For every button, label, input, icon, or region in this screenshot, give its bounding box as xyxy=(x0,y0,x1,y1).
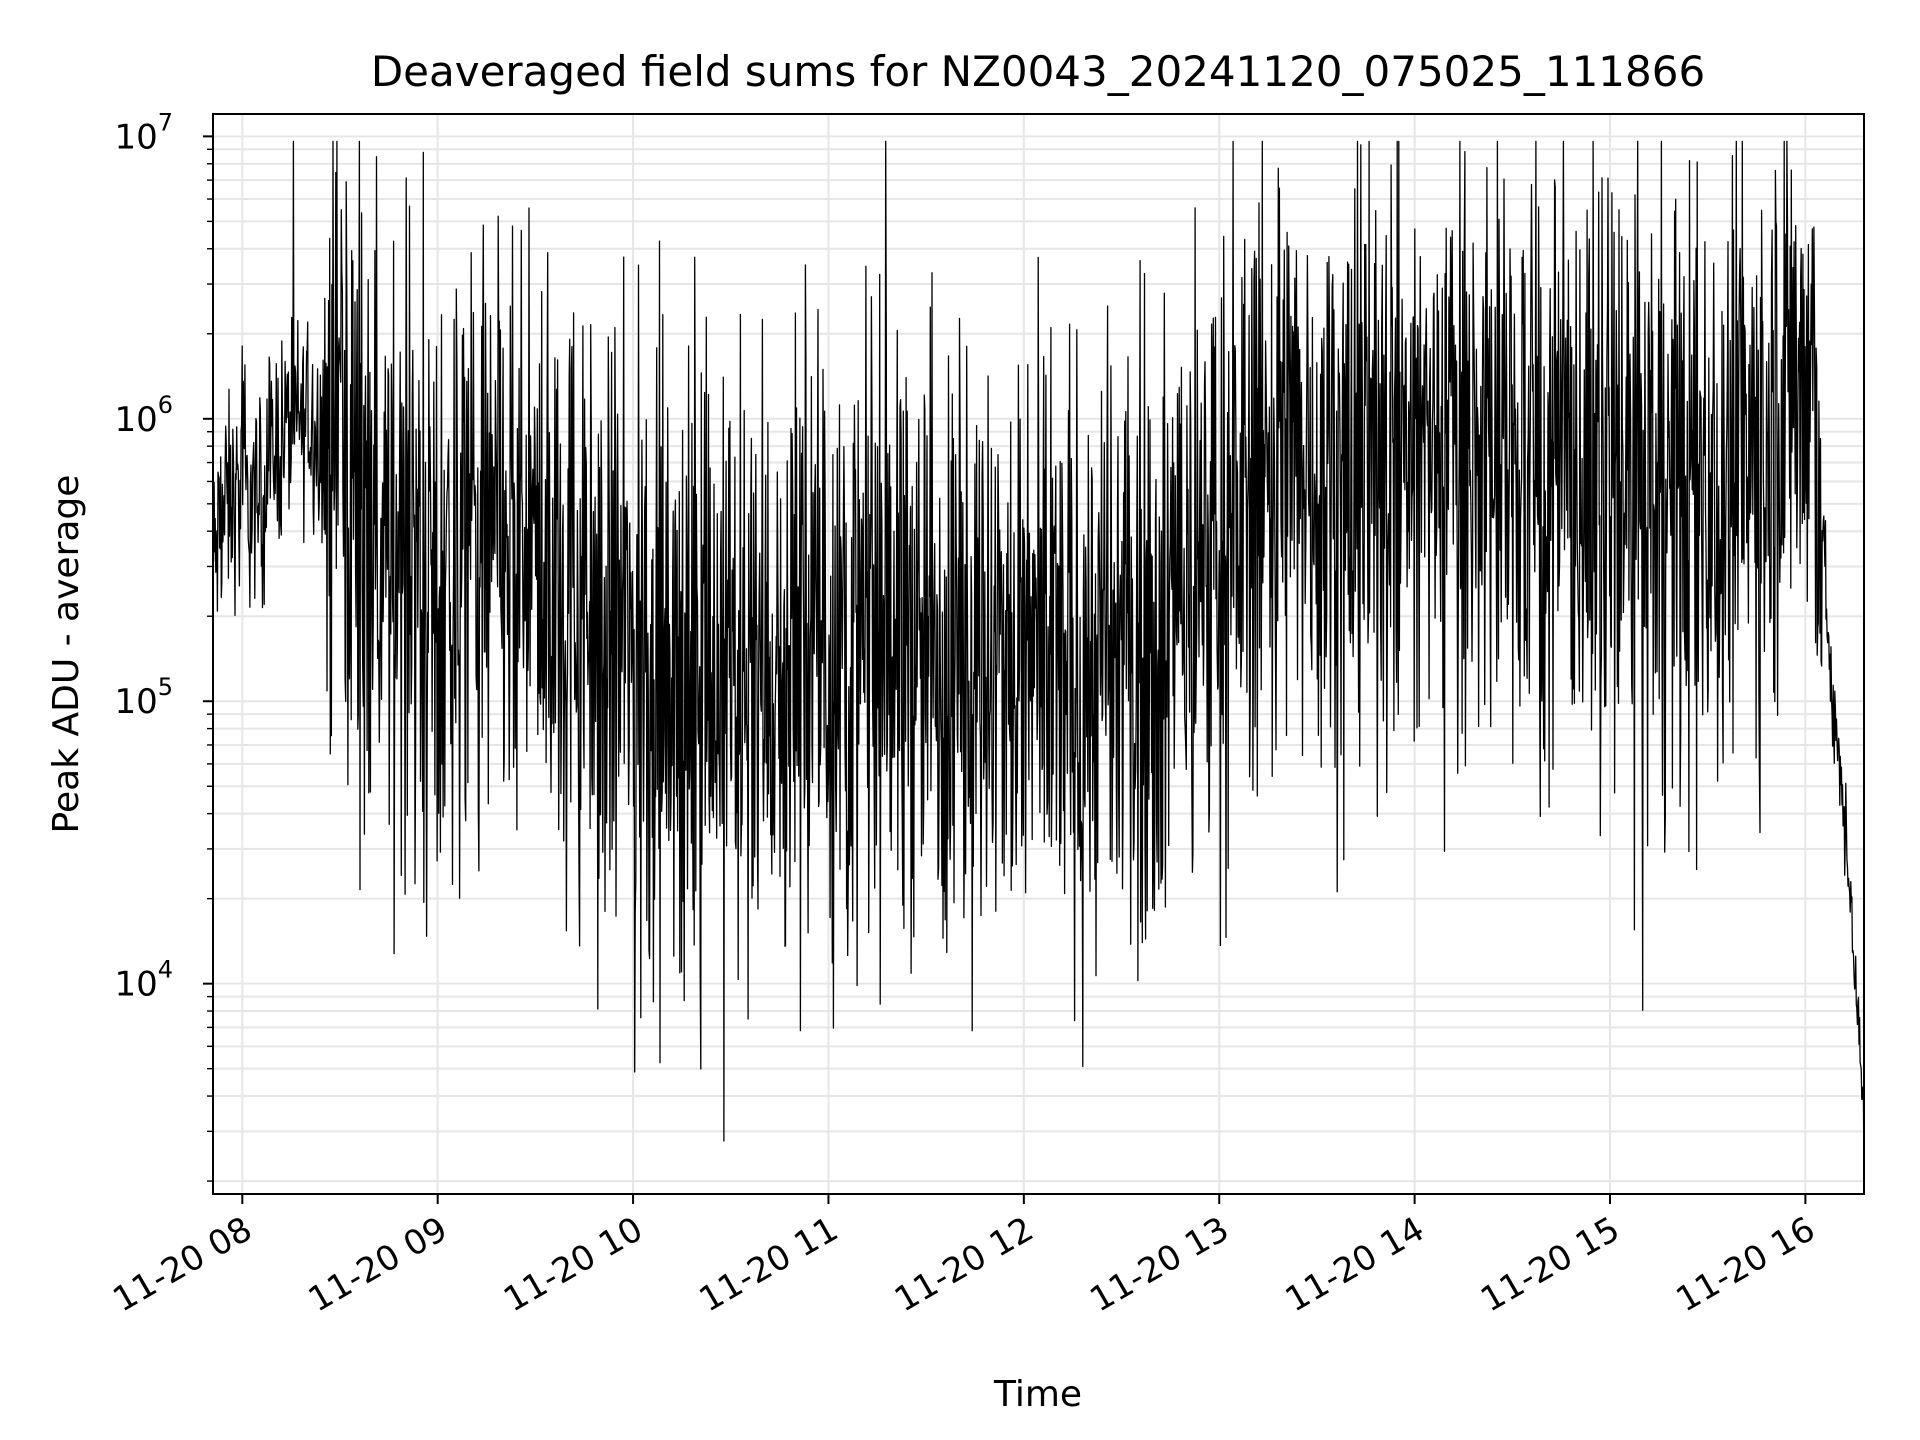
y-axis-label: Peak ADU - average xyxy=(46,475,87,834)
y-tick-label: 106 xyxy=(114,391,173,440)
y-tick-label: 105 xyxy=(114,673,173,722)
series-line xyxy=(212,140,1865,1176)
x-axis-label: Time xyxy=(993,1374,1082,1415)
y-axis: 104 105 106 107 xyxy=(114,108,213,1182)
y-tick-label: 107 xyxy=(114,108,173,157)
y-tick-label: 104 xyxy=(114,956,173,1005)
plot-area-frame xyxy=(212,113,1865,1195)
chart-title: Deaveraged field sums for NZ0043_2024112… xyxy=(371,47,1705,96)
data-series-layer xyxy=(212,140,1865,1176)
